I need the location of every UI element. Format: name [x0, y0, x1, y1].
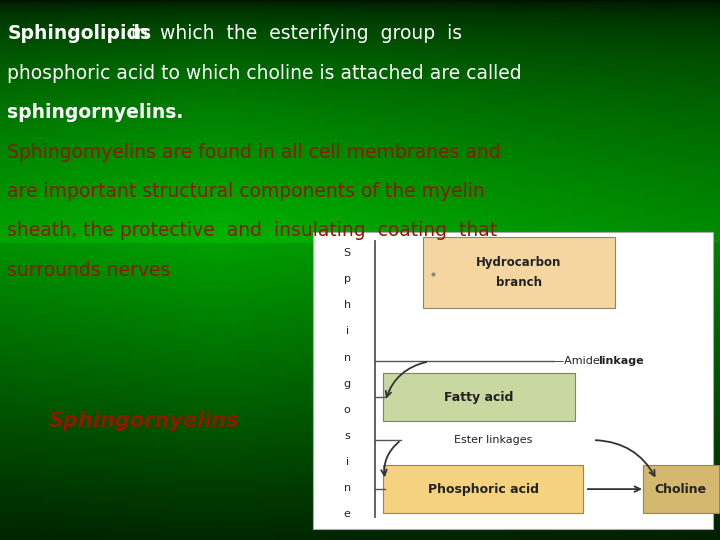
FancyBboxPatch shape [383, 373, 575, 421]
Text: s: s [344, 431, 350, 441]
Text: Sphingornyelins: Sphingornyelins [49, 411, 239, 431]
FancyBboxPatch shape [643, 465, 719, 513]
Text: Sphingolipids: Sphingolipids [7, 24, 151, 43]
Text: Sphingomyelins are found in all cell membranes and: Sphingomyelins are found in all cell mem… [7, 143, 501, 161]
Text: S: S [343, 248, 351, 258]
Text: o: o [343, 405, 351, 415]
Text: phosphoric acid to which choline is attached are called: phosphoric acid to which choline is atta… [7, 64, 522, 83]
Text: branch: branch [496, 275, 542, 288]
FancyBboxPatch shape [423, 237, 615, 308]
Text: Hydrocarbon: Hydrocarbon [477, 256, 562, 269]
Text: g: g [343, 379, 351, 389]
FancyBboxPatch shape [383, 465, 583, 513]
Text: are important structural components of the myelin: are important structural components of t… [7, 182, 485, 201]
Text: n: n [343, 483, 351, 493]
Text: p: p [343, 274, 351, 284]
Text: Ester linkages: Ester linkages [454, 435, 532, 445]
Text: surrounds nerves: surrounds nerves [7, 261, 171, 280]
Text: linkage: linkage [598, 356, 644, 367]
Text: h: h [343, 300, 351, 310]
Text: sphingornyelins.: sphingornyelins. [7, 103, 184, 122]
Text: Fatty acid: Fatty acid [444, 390, 514, 403]
Text: in  which  the  esterifying  group  is: in which the esterifying group is [125, 24, 462, 43]
Text: n: n [343, 353, 351, 362]
Text: e: e [343, 509, 351, 519]
Text: i: i [346, 457, 348, 467]
Text: i: i [346, 326, 348, 336]
Text: Phosphoric acid: Phosphoric acid [428, 483, 539, 496]
Text: Choline: Choline [654, 483, 707, 496]
Text: sheath, the protective  and  insulating  coating  that: sheath, the protective and insulating co… [7, 221, 498, 240]
FancyBboxPatch shape [313, 232, 713, 529]
Text: —Amide: —Amide [553, 356, 603, 367]
